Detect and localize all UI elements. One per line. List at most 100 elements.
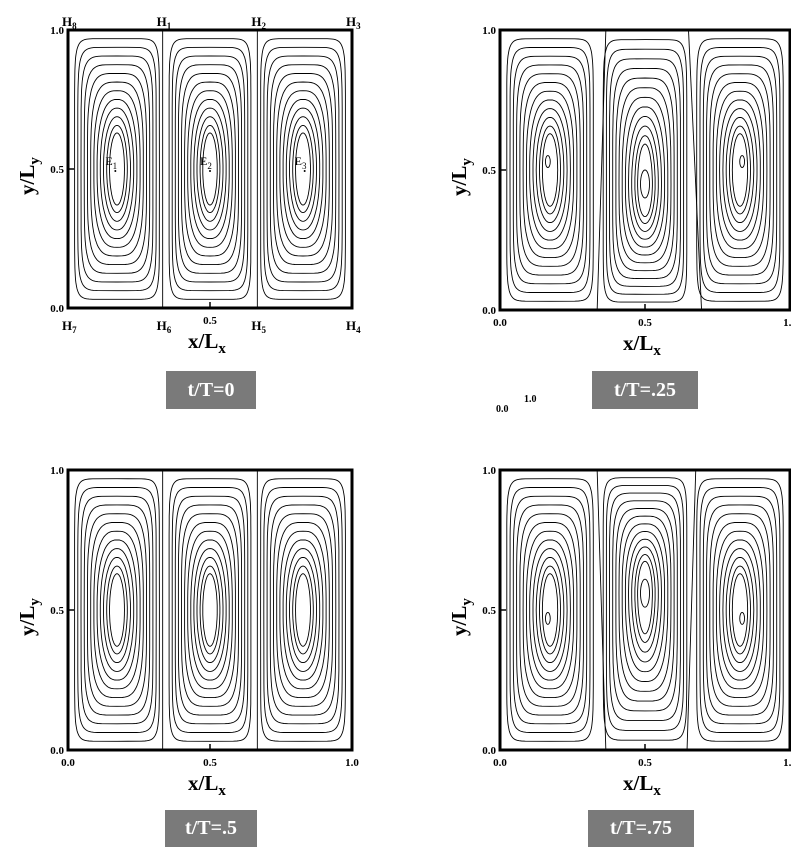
separatrix [686,469,697,751]
streamline [263,46,343,292]
streamline [99,548,135,672]
streamline [80,495,154,725]
streamline [541,573,559,647]
hyperbolic-point-label: H4 [346,318,361,335]
y-tick-label: 0.5 [482,165,496,177]
streamline [190,539,230,681]
streamline [269,504,337,716]
streamline [289,556,317,664]
streamline [522,521,578,699]
streamline [602,477,688,741]
streamline [196,556,224,664]
separatrix [596,29,607,311]
streamline [696,478,784,742]
streamline-island [640,578,650,608]
streamline [276,81,330,257]
streamline [199,124,221,214]
streamline [631,125,659,232]
streamline [605,48,685,295]
streamline [184,521,236,699]
streamline [709,73,771,267]
elliptic-point-label: E2 [200,154,212,171]
streamline [712,81,768,259]
streamline [706,64,774,276]
y-tick-label: 0.0 [50,745,64,757]
hyperbolic-point-label: H2 [251,14,266,31]
streamline [516,504,584,716]
streamline [525,530,575,690]
streamline [174,55,246,283]
separatrix [688,29,702,311]
streamline [279,530,327,690]
streamline [512,55,588,285]
y-axis-label-group: y/Ly [15,598,43,636]
streamline [285,107,321,231]
elliptic-point-dot [209,170,211,172]
streamline [269,64,337,274]
panel-4: 0.00.0 0.5 0.5 1.0 1.0 x/Lx y/Ly [447,465,791,799]
streamline [190,98,230,240]
streamline [509,47,591,293]
streamline [628,538,662,663]
streamline [719,539,761,681]
y-axis-label: y/Ly [15,157,43,195]
hyperbolic-point-label: H3 [346,14,361,31]
y-tick-label: 1.0 [482,25,496,37]
streamline [282,98,324,240]
streamline [618,87,672,264]
streamline [519,73,581,267]
streamline [184,81,236,257]
streamline [295,132,311,206]
x-axis-label: x/Lx [623,331,661,359]
streamline [621,523,669,682]
y-axis-label-group: y/Ly [447,158,475,196]
streamline [77,46,157,292]
hyperbolic-point-label: H7 [62,318,77,335]
streamline [295,573,311,647]
streamline-island [739,155,746,169]
streamline [181,513,239,707]
streamline [202,573,218,647]
panel-3: 0.00.0 0.5 0.5 1.0 1.0 x/Lx y/Ly [15,465,359,799]
streamline [77,487,157,733]
streamline [631,546,659,653]
x-tick-label: 1.0 [345,757,359,769]
streamline [279,90,327,248]
x-tick-label: 0.0 [61,757,75,769]
streamline [699,487,781,733]
streamline [731,573,749,647]
streamline-island [544,611,551,625]
streamline [699,47,781,293]
x-axis-label: x/Lx [188,771,226,799]
streamline [168,38,252,300]
streamline [618,515,672,692]
streamline [605,484,685,731]
caption-t025: t/T=.25 [592,371,698,409]
streamline [285,548,321,672]
hyperbolic-point-label: H5 [251,318,266,335]
streamline-island [739,611,746,625]
x-tick-label: 0.5 [638,757,652,769]
streamline [637,560,653,635]
separatrix [596,469,607,751]
elliptic-point-label: E1 [105,154,117,171]
streamline [273,513,333,707]
panel-1: 0.0 0.5 0.5 1.0 x/Lx y/Ly H8 H1 H2 H3 H7 H6 H5 H4 E1 E2… [15,14,361,357]
streamline [634,135,656,224]
streamline [722,548,758,672]
streamline [529,539,571,681]
streamline [90,81,144,257]
streamline [715,90,765,250]
streamline [634,554,656,643]
streamline [74,38,160,300]
panel-2: 0.00.0 0.5 0.5 1.0 1.0 x/Lx y/Ly [447,25,791,359]
streamline [541,133,559,207]
stray-label: 0.0 [496,404,509,415]
streamline [171,487,249,733]
streamline [177,504,243,716]
streamline-island [544,155,551,169]
x-tick-label: 0.5 [203,315,217,327]
y-axis-label-group: y/Ly [447,598,475,636]
streamline [535,116,565,224]
